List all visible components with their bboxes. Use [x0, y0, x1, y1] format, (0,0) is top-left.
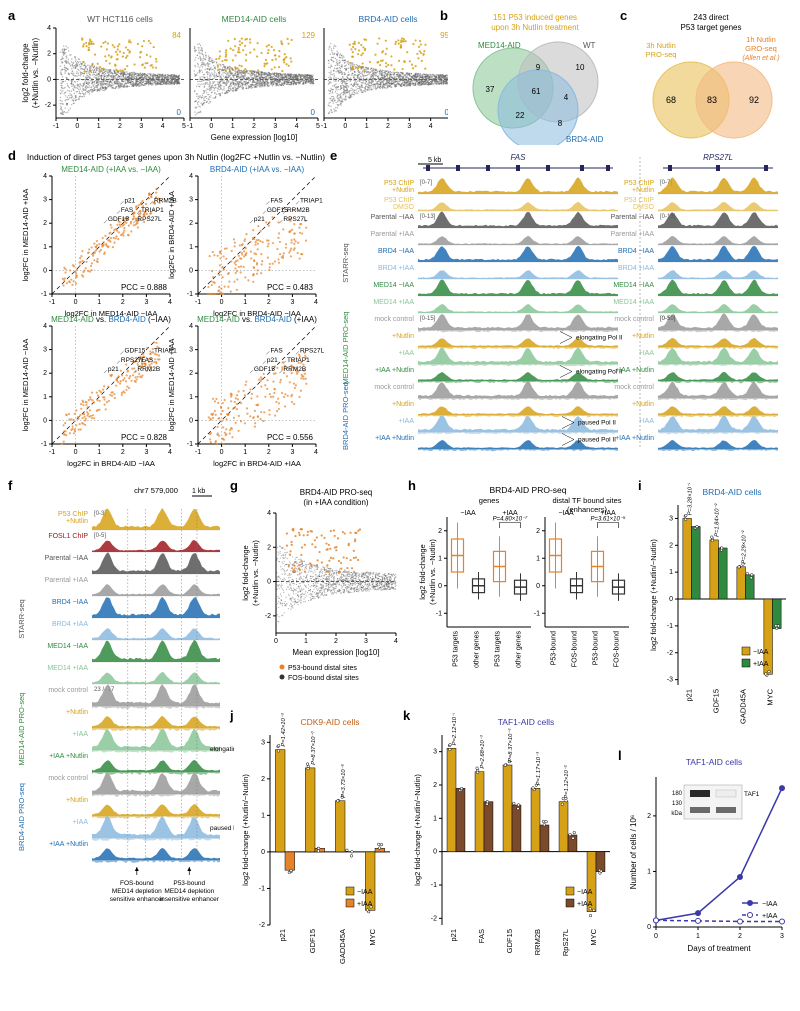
panel-label-l: l	[618, 748, 622, 763]
panel-h: BRD4-AID PRO-seqgenes-1012−IAA+IAAP53 ta…	[413, 483, 638, 708]
svg-text:2: 2	[252, 123, 256, 130]
svg-text:0: 0	[343, 123, 347, 130]
svg-text:0: 0	[47, 76, 51, 83]
svg-text:4: 4	[295, 123, 299, 130]
svg-text:1: 1	[97, 123, 101, 130]
svg-text:3: 3	[273, 123, 277, 130]
panel-f: chr7 579,0001 kbP53 ChIP+Nutlin[0-3]FOSL…	[14, 483, 234, 1003]
panel-j: CDK9-AID cells-2-10123p21P=1.42×10⁻³GDF1…	[236, 713, 401, 1003]
svg-text:129: 129	[302, 31, 316, 40]
svg-text:1: 1	[231, 123, 235, 130]
svg-text:4: 4	[429, 123, 433, 130]
panel-d: Induction of direct P53 target genes upo…	[16, 150, 336, 480]
panel-label-i: i	[638, 478, 642, 493]
svg-text:BRD4-AID cells: BRD4-AID cells	[358, 14, 417, 24]
svg-text:3: 3	[139, 123, 143, 130]
svg-text:0: 0	[75, 123, 79, 130]
svg-text:2: 2	[386, 123, 390, 130]
svg-text:(+Nutlin vs. −Nutlin): (+Nutlin vs. −Nutlin)	[31, 38, 40, 109]
svg-text:4: 4	[161, 123, 165, 130]
panel-a: log2 fold-change(+Nutlin vs. −Nutlin) WT …	[18, 10, 448, 145]
svg-text:84: 84	[172, 31, 181, 40]
svg-text:log2 fold-change: log2 fold-change	[21, 43, 30, 103]
panel-k: TAF1-AID cells-2-10123p21P=2.12×10⁻²FASP…	[408, 713, 618, 1003]
svg-text:5: 5	[182, 123, 186, 130]
panel-label-a: a	[8, 8, 15, 23]
svg-text:MED14-AID cells: MED14-AID cells	[222, 14, 287, 24]
panel-b: 151 P53 induced genesupon 3h Nutlin trea…	[448, 10, 623, 145]
svg-text:-1: -1	[53, 123, 59, 130]
svg-text:0: 0	[311, 108, 316, 117]
svg-text:-1: -1	[321, 123, 327, 130]
panel-label-d: d	[8, 148, 16, 163]
svg-text:2: 2	[47, 51, 51, 58]
panel-i: BRD4-AID cells-3-2-10123p21P=3.28×10⁻²GD…	[644, 483, 794, 748]
svg-text:-2: -2	[45, 102, 51, 109]
svg-text:0: 0	[209, 123, 213, 130]
panel-label-f: f	[8, 478, 12, 493]
svg-text:3: 3	[407, 123, 411, 130]
svg-text:4: 4	[47, 25, 51, 32]
panel-g: BRD4-AID PRO-seq(in +IAA condition)01234…	[236, 483, 411, 708]
panel-c: 243 directP53 target genes3h NutlinPRO-s…	[626, 10, 796, 145]
svg-text:WT HCT116 cells: WT HCT116 cells	[87, 14, 153, 24]
svg-text:2: 2	[118, 123, 122, 130]
svg-text:5: 5	[316, 123, 320, 130]
panel-l: TAF1-AID cells0123012Days of treatmentNu…	[624, 753, 794, 1003]
svg-text:0: 0	[177, 108, 182, 117]
svg-text:Gene expression [log10]: Gene expression [log10]	[211, 133, 298, 142]
svg-text:-1: -1	[187, 123, 193, 130]
figure-root: a b c d e f g h i j k l log2 fold-change…	[8, 8, 792, 1003]
panel-e: 5 kbFASRPS27LP53 ChIP+Nutlin[0-7]P53 ChI…	[338, 150, 793, 480]
svg-text:1: 1	[365, 123, 369, 130]
